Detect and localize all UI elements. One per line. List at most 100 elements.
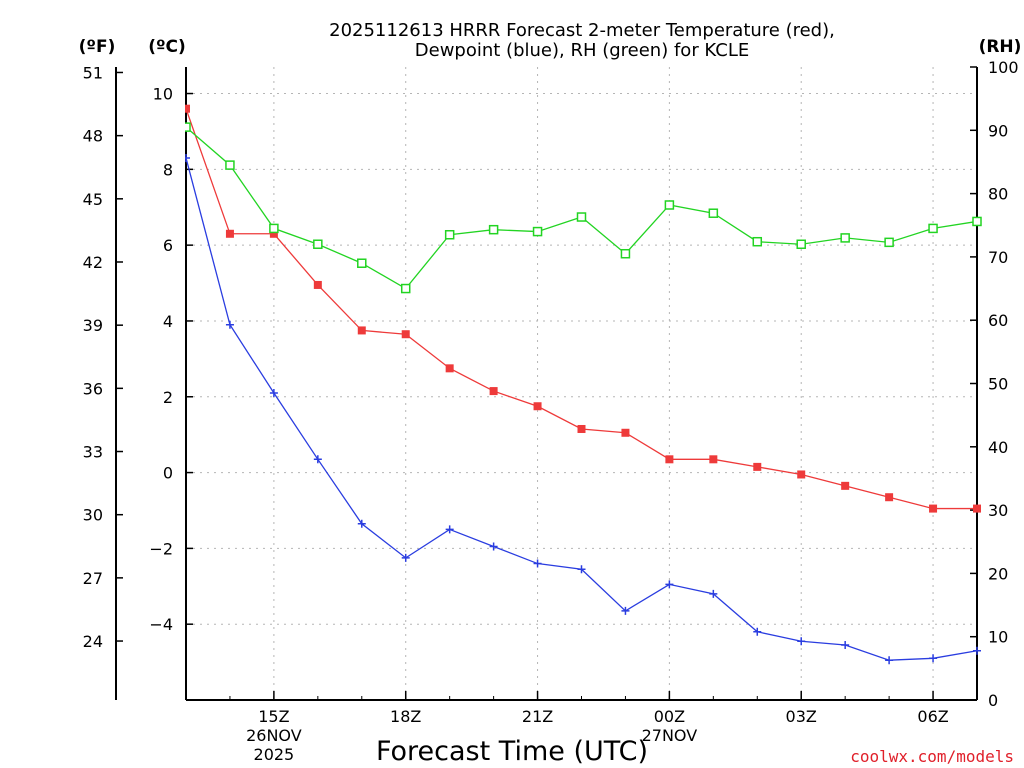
chart-title-line1: 2025112613 HRRR Forecast 2-meter Tempera… [329,20,835,41]
rh-tick-label: 80 [988,185,1008,204]
chart-title-line2: Dewpoint (blue), RH (green) for KCLE [415,40,749,61]
rh-tick-label: 40 [988,438,1008,457]
celsius-tick-label: −4 [149,615,173,634]
fahrenheit-unit-label: (ºF) [79,37,116,57]
time-tick-label: 06Z [917,707,948,726]
rh-tick-label: 10 [988,628,1008,647]
fahrenheit-tick-label: 33 [83,443,103,462]
rh-tick-label: 0 [988,691,998,710]
time-tick-label: 00Z [654,707,685,726]
date-tick-label: 26NOV [246,726,302,745]
fahrenheit-tick-label: 39 [83,316,103,335]
rh-point [708,208,719,218]
fahrenheit-tick-label: 30 [83,506,103,525]
dewpoint-point [797,637,806,646]
rh-point [185,122,191,132]
temperature-line [185,108,977,510]
rh-point [444,229,455,240]
dewpoint-point [401,553,410,562]
rh-line [185,126,978,290]
temperature-point [401,330,410,339]
dewpoint-point [577,565,586,574]
rh-tick-label: 90 [988,121,1008,140]
temperature-point [885,493,894,502]
rh-point [225,160,235,170]
dewpoint-point [665,580,674,589]
temperature-point [665,455,674,464]
rh-tick-label: 70 [988,248,1008,267]
rh-point [400,283,411,294]
dewpoint-point [841,641,850,650]
temperature-point [313,280,322,289]
dewpoint-point [533,559,542,568]
celsius-unit-label: (ºC) [148,37,186,57]
celsius-tick-label: 10 [153,85,173,104]
dewpoint-point [313,455,322,464]
dewpoint-point [269,388,278,397]
year-tick-label: 2025 [254,745,295,764]
dewpoint-point [709,589,718,598]
temperature-point [973,504,981,513]
rh-point [664,200,675,210]
temperature-point [445,364,454,373]
dewpoint-line [185,157,978,661]
fahrenheit-tick-label: 48 [83,127,103,146]
rh-point [488,224,499,235]
axes [115,66,978,701]
rh-point [840,233,850,243]
dewpoint-point [185,153,190,162]
temperature-point [577,424,586,433]
temperature-point [709,455,718,464]
fahrenheit-tick-label: 45 [83,190,103,209]
temperature-point [269,229,278,238]
rh-point [972,216,982,227]
time-tick-label: 21Z [522,707,553,726]
tick-labels: −4−2024681024273033363942454851010203040… [83,58,1019,764]
rh-point [576,212,587,222]
celsius-tick-label: 4 [163,312,173,331]
temperature-point [841,481,850,490]
series-rh [185,122,982,294]
rh-tick-label: 50 [988,375,1008,394]
date-tick-label: 27NOV [642,726,698,745]
rh-point [357,258,367,268]
rh-point [532,226,543,237]
celsius-tick-label: 6 [163,236,173,255]
temperature-point [357,326,366,335]
temperature-point [225,229,234,238]
dewpoint-point [621,606,630,615]
rh-tick-label: 20 [988,564,1008,583]
dewpoint-point [357,519,366,528]
data-series [185,104,982,665]
celsius-tick-label: 0 [163,464,173,483]
rh-point [796,239,806,249]
time-tick-label: 18Z [390,707,421,726]
x-axis-label: Forecast Time (UTC) [376,736,648,767]
fahrenheit-tick-label: 42 [83,253,103,272]
dewpoint-point [753,627,762,636]
rh-point [928,223,938,234]
fahrenheit-tick-label: 24 [83,632,103,651]
rh-point [313,239,323,249]
rh-point [884,237,894,248]
dewpoint-point [973,646,981,655]
temperature-point [621,428,630,437]
temperature-point [489,387,498,396]
fahrenheit-tick-label: 27 [83,569,103,588]
temperature-point [929,504,938,513]
celsius-tick-label: 8 [163,160,173,179]
time-tick-label: 03Z [786,707,817,726]
rh-tick-label: 60 [988,311,1008,330]
temperature-point [533,402,542,411]
rh-point [620,248,631,259]
temperature-point [185,104,190,113]
celsius-tick-label: −2 [149,539,173,558]
series-temperature [185,104,981,513]
rh-point [752,236,763,247]
rh-tick-label: 30 [988,501,1008,520]
dewpoint-point [929,654,938,663]
fahrenheit-tick-label: 36 [83,379,103,398]
time-tick-label: 15Z [258,707,289,726]
rh-unit-label: (RH) [979,37,1022,57]
